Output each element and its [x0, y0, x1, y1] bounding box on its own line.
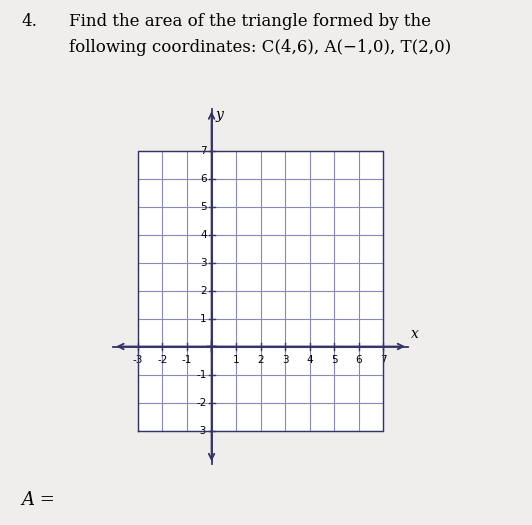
Text: -3: -3	[196, 425, 206, 436]
Text: 4: 4	[200, 229, 206, 239]
Text: 2: 2	[257, 355, 264, 365]
Text: 5: 5	[331, 355, 338, 365]
Text: 4.: 4.	[21, 13, 37, 30]
Text: -2: -2	[196, 397, 206, 407]
Text: -3: -3	[132, 355, 143, 365]
Text: -1: -1	[196, 370, 206, 380]
Text: -2: -2	[157, 355, 168, 365]
Text: 1: 1	[233, 355, 239, 365]
Text: A =: A =	[21, 491, 55, 509]
Text: 5: 5	[200, 202, 206, 212]
Text: 3: 3	[282, 355, 288, 365]
Text: 7: 7	[200, 145, 206, 155]
Text: x: x	[411, 327, 418, 341]
Text: -1: -1	[182, 355, 192, 365]
Text: 7: 7	[380, 355, 387, 365]
Text: 6: 6	[200, 173, 206, 184]
Text: 4: 4	[306, 355, 313, 365]
Text: following coordinates: C(4,6), A(−1,0), T(2,0): following coordinates: C(4,6), A(−1,0), …	[69, 39, 452, 56]
Text: y: y	[215, 109, 223, 122]
Text: 2: 2	[200, 286, 206, 296]
Bar	[138, 151, 384, 430]
Text: 6: 6	[355, 355, 362, 365]
Text: Find the area of the triangle formed by the: Find the area of the triangle formed by …	[69, 13, 431, 30]
Text: 1: 1	[200, 313, 206, 323]
Text: 3: 3	[200, 257, 206, 268]
